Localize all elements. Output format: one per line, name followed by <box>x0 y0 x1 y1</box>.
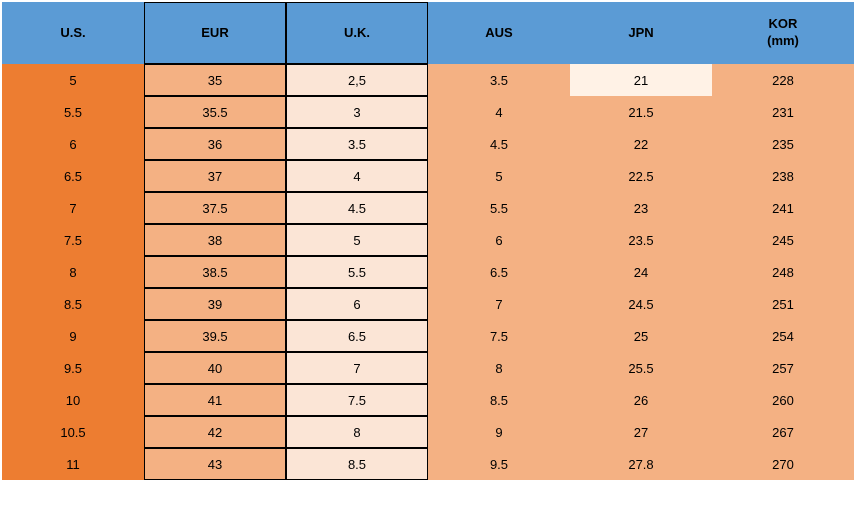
table-cell: 3.5 <box>428 64 570 96</box>
table-cell: 7.5 <box>286 384 428 416</box>
table-cell: 42 <box>144 416 286 448</box>
table-cell: 11 <box>2 448 144 480</box>
table-cell: 260 <box>712 384 854 416</box>
table-cell: 21 <box>570 64 712 96</box>
table-cell: 8.5 <box>286 448 428 480</box>
table-cell: 23 <box>570 192 712 224</box>
table-cell: 5.5 <box>286 256 428 288</box>
table-cell: 27 <box>570 416 712 448</box>
table-cell: 241 <box>712 192 854 224</box>
table-cell: 40 <box>144 352 286 384</box>
table-cell: 257 <box>712 352 854 384</box>
table-cell: 5.5 <box>2 96 144 128</box>
column-header: AUS <box>428 2 570 64</box>
table-cell: 6 <box>286 288 428 320</box>
table-cell: 41 <box>144 384 286 416</box>
table-cell: 37 <box>144 160 286 192</box>
table-cell: 254 <box>712 320 854 352</box>
table-cell: 8 <box>2 256 144 288</box>
table-cell: 4 <box>286 160 428 192</box>
table-cell: 25.5 <box>570 352 712 384</box>
table-cell: 2,5 <box>286 64 428 96</box>
table-cell: 8 <box>428 352 570 384</box>
table-cell: 9.5 <box>2 352 144 384</box>
table-cell: 39.5 <box>144 320 286 352</box>
table-cell: 7 <box>428 288 570 320</box>
table-cell: 4 <box>428 96 570 128</box>
table-cell: 10.5 <box>2 416 144 448</box>
table-cell: 3.5 <box>286 128 428 160</box>
table-cell: 5.5 <box>428 192 570 224</box>
table-cell: 22 <box>570 128 712 160</box>
table-cell: 21.5 <box>570 96 712 128</box>
table-cell: 9.5 <box>428 448 570 480</box>
table-cell: 235 <box>712 128 854 160</box>
table-cell: 5 <box>286 224 428 256</box>
table-cell: 4.5 <box>286 192 428 224</box>
column-header: U.S. <box>2 2 144 64</box>
table-cell: 37.5 <box>144 192 286 224</box>
column-header: EUR <box>144 2 286 64</box>
table-cell: 22.5 <box>570 160 712 192</box>
table-cell: 8 <box>286 416 428 448</box>
table-cell: 7.5 <box>428 320 570 352</box>
table-cell: 27.8 <box>570 448 712 480</box>
table-cell: 248 <box>712 256 854 288</box>
column-header: U.K. <box>286 2 428 64</box>
table-cell: 4.5 <box>428 128 570 160</box>
table-cell: 228 <box>712 64 854 96</box>
table-cell: 35.5 <box>144 96 286 128</box>
table-cell: 6.5 <box>286 320 428 352</box>
table-cell: 7 <box>2 192 144 224</box>
column-header: KOR (mm) <box>712 2 854 64</box>
table-cell: 26 <box>570 384 712 416</box>
table-cell: 6.5 <box>428 256 570 288</box>
table-cell: 23.5 <box>570 224 712 256</box>
table-cell: 7.5 <box>2 224 144 256</box>
table-cell: 251 <box>712 288 854 320</box>
table-cell: 38 <box>144 224 286 256</box>
table-cell: 6 <box>428 224 570 256</box>
table-cell: 36 <box>144 128 286 160</box>
table-cell: 3 <box>286 96 428 128</box>
table-cell: 9 <box>428 416 570 448</box>
table-cell: 6 <box>2 128 144 160</box>
table-cell: 245 <box>712 224 854 256</box>
table-cell: 8.5 <box>2 288 144 320</box>
table-cell: 35 <box>144 64 286 96</box>
table-cell: 9 <box>2 320 144 352</box>
table-cell: 5 <box>2 64 144 96</box>
table-cell: 25 <box>570 320 712 352</box>
column-header: JPN <box>570 2 712 64</box>
table-cell: 231 <box>712 96 854 128</box>
table-cell: 270 <box>712 448 854 480</box>
table-cell: 38.5 <box>144 256 286 288</box>
table-cell: 43 <box>144 448 286 480</box>
table-cell: 7 <box>286 352 428 384</box>
table-cell: 39 <box>144 288 286 320</box>
size-conversion-table: U.S.EURU.K.AUSJPNKOR (mm)5352,53.5212285… <box>2 2 854 480</box>
table-cell: 24 <box>570 256 712 288</box>
table-cell: 5 <box>428 160 570 192</box>
table-cell: 267 <box>712 416 854 448</box>
table-cell: 238 <box>712 160 854 192</box>
table-cell: 10 <box>2 384 144 416</box>
table-cell: 6.5 <box>2 160 144 192</box>
table-cell: 24.5 <box>570 288 712 320</box>
table-cell: 8.5 <box>428 384 570 416</box>
